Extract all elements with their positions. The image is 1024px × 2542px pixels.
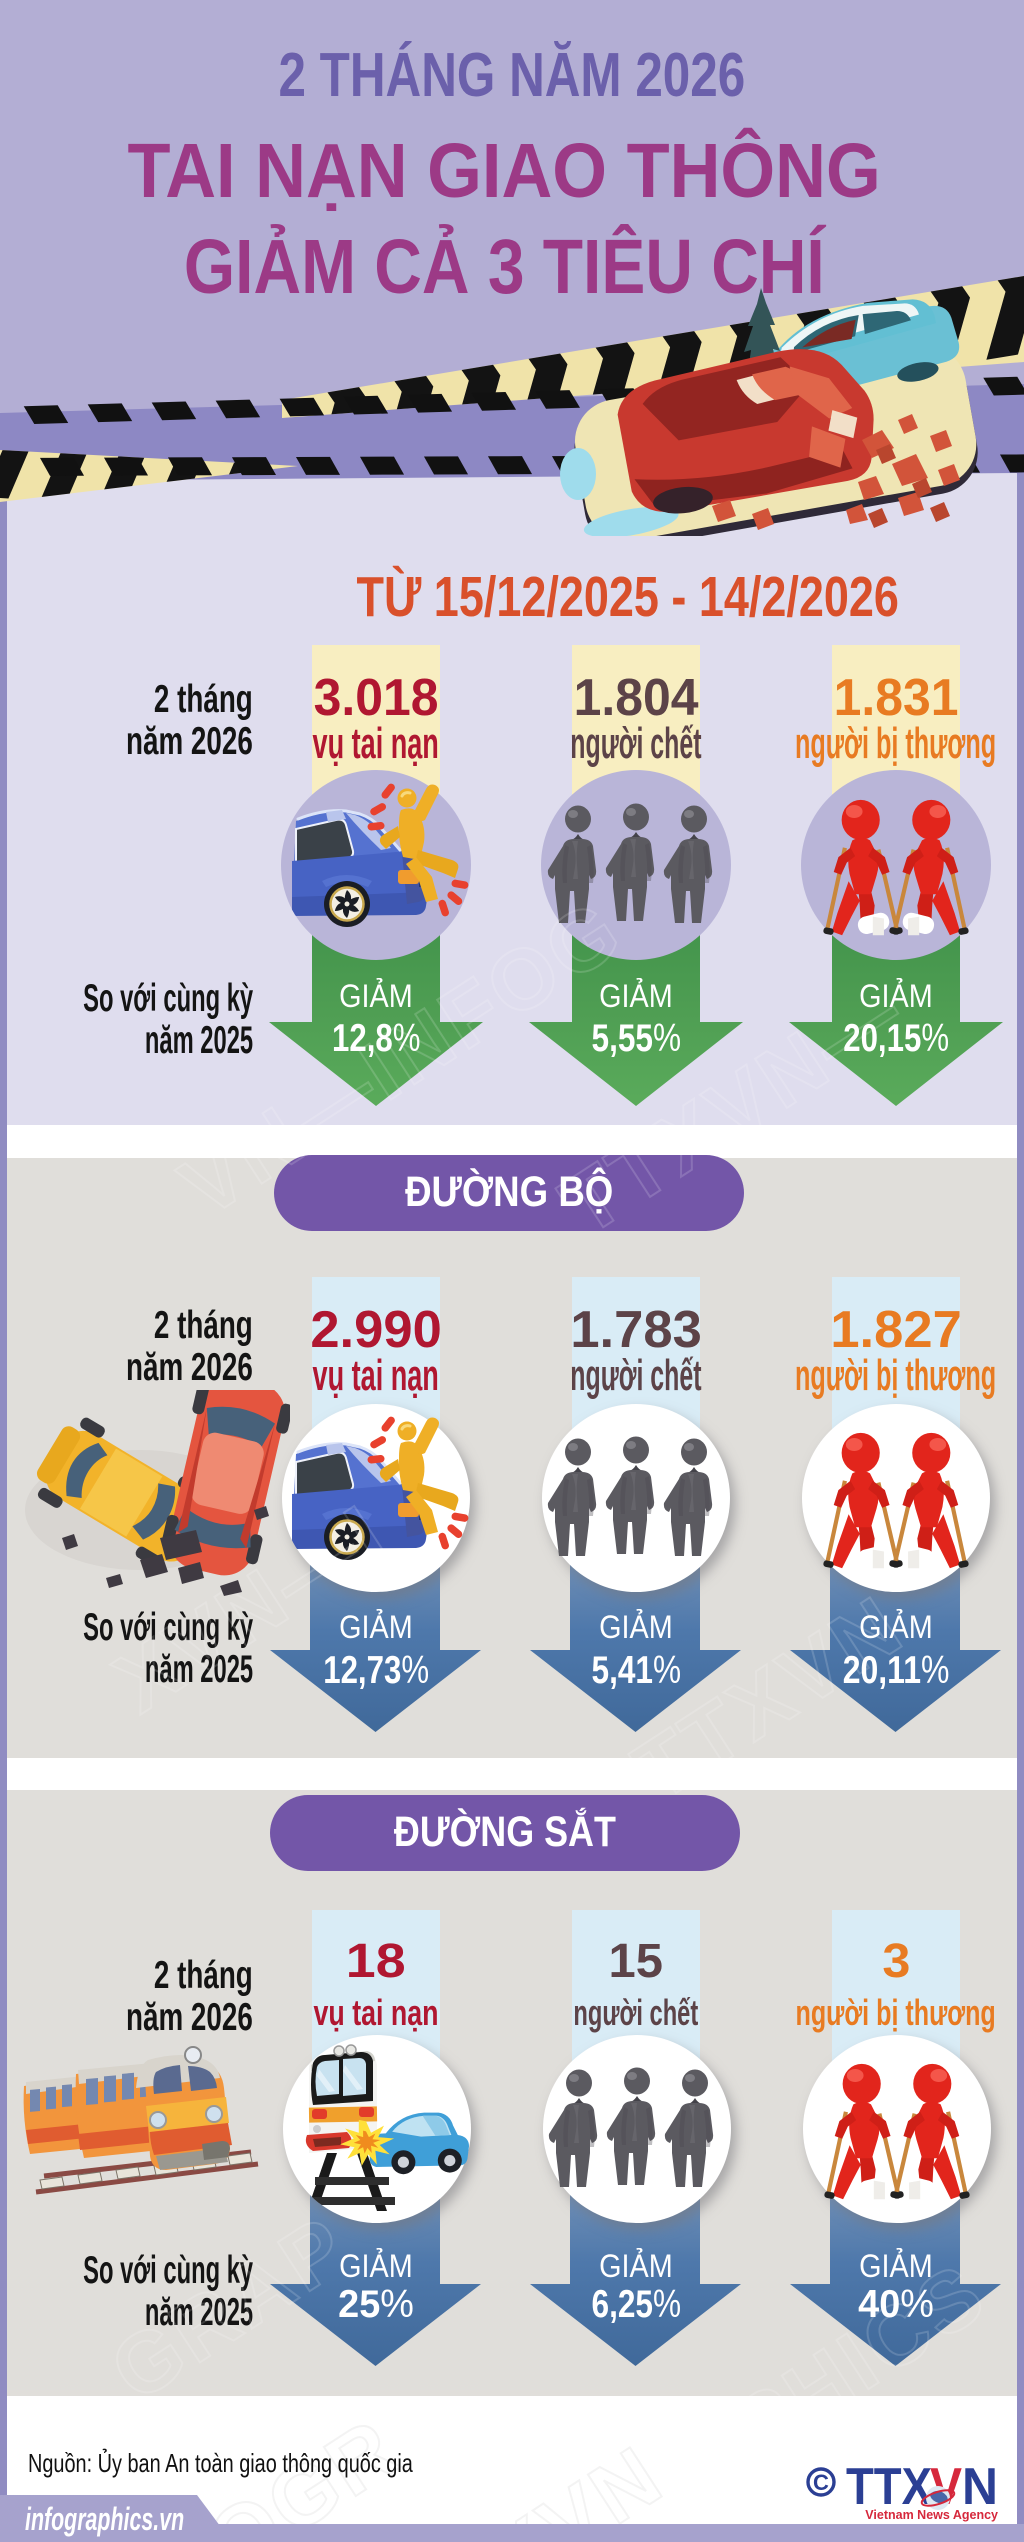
svg-text:C: C (813, 2470, 829, 2495)
svg-text:Vietnam News Agency: Vietnam News Agency (865, 2508, 998, 2522)
svg-text:N: N (962, 2458, 998, 2516)
svg-text:TTX: TTX (846, 2458, 932, 2516)
